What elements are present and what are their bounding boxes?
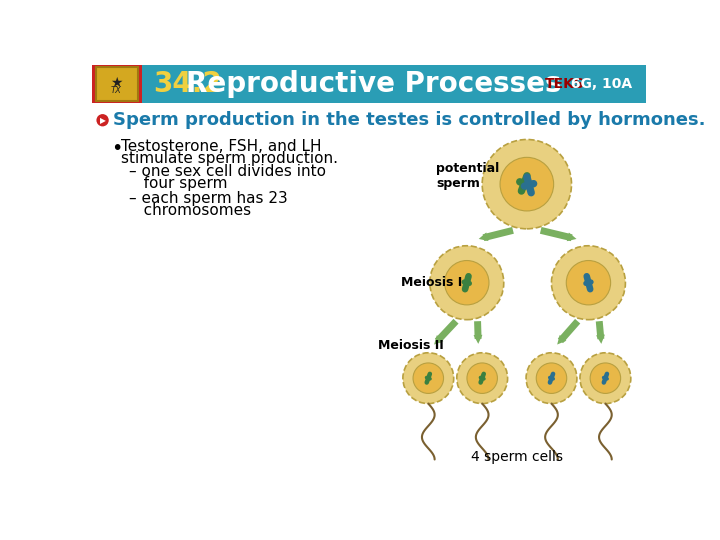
Text: potential
sperm: potential sperm xyxy=(436,163,499,191)
Text: Testosterone, FSH, and LH: Testosterone, FSH, and LH xyxy=(121,139,322,154)
Circle shape xyxy=(566,260,611,305)
Circle shape xyxy=(403,353,454,403)
Text: Sperm production in the testes is controlled by hormones.: Sperm production in the testes is contro… xyxy=(113,111,706,129)
Text: – one sex cell divides into: – one sex cell divides into xyxy=(129,164,325,179)
Circle shape xyxy=(526,353,577,403)
Text: Meiosis I: Meiosis I xyxy=(401,276,462,289)
Text: •: • xyxy=(111,139,122,158)
Circle shape xyxy=(536,363,567,394)
Circle shape xyxy=(456,353,508,403)
Text: ★: ★ xyxy=(110,76,122,90)
Text: stimulate sperm production.: stimulate sperm production. xyxy=(121,151,338,166)
FancyBboxPatch shape xyxy=(92,65,142,103)
Circle shape xyxy=(500,157,554,211)
Circle shape xyxy=(467,363,498,394)
Text: chromosomes: chromosomes xyxy=(129,204,251,218)
Circle shape xyxy=(96,114,109,126)
Text: Reproductive Processes: Reproductive Processes xyxy=(186,70,562,98)
Text: four sperm: four sperm xyxy=(129,177,228,192)
Text: – each sperm has 23: – each sperm has 23 xyxy=(129,191,287,206)
Text: Meiosis II: Meiosis II xyxy=(378,339,444,352)
Circle shape xyxy=(552,246,626,320)
Text: TEKS: TEKS xyxy=(544,77,585,91)
Text: 4 sperm cells: 4 sperm cells xyxy=(471,450,563,464)
Text: 6G, 10A: 6G, 10A xyxy=(566,77,632,91)
Text: ▶: ▶ xyxy=(100,116,106,125)
Circle shape xyxy=(590,363,621,394)
Circle shape xyxy=(445,260,489,305)
Circle shape xyxy=(413,363,444,394)
Circle shape xyxy=(430,246,504,320)
Text: 34.2: 34.2 xyxy=(153,70,222,98)
Circle shape xyxy=(580,353,631,403)
Circle shape xyxy=(482,139,572,229)
FancyBboxPatch shape xyxy=(92,65,647,103)
Text: TX: TX xyxy=(111,86,122,96)
FancyBboxPatch shape xyxy=(96,67,138,101)
